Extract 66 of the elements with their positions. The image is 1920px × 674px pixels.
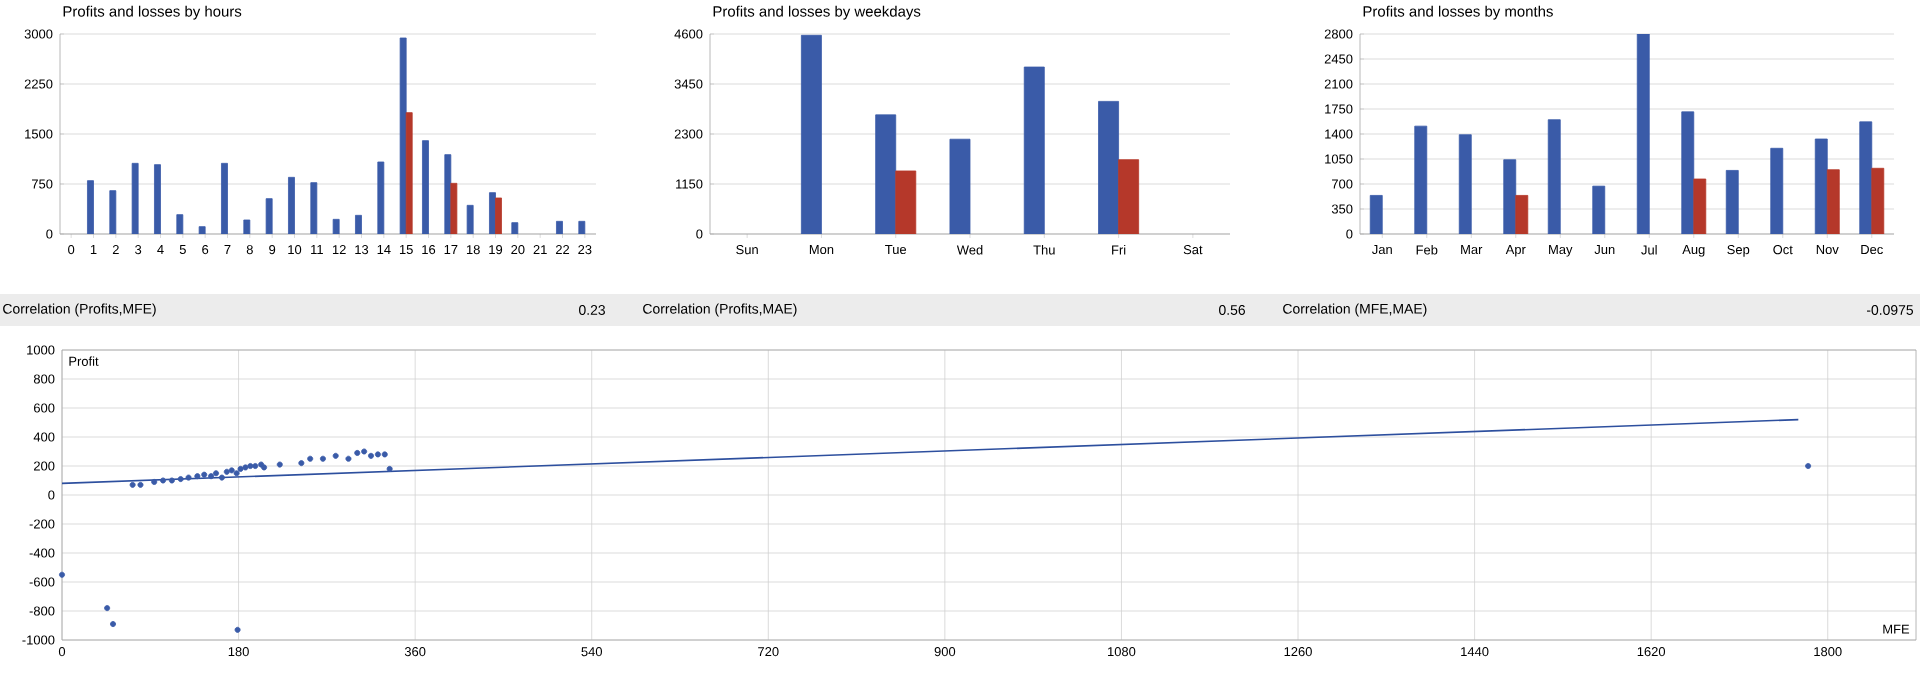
point: [168, 477, 175, 484]
point: [110, 621, 116, 628]
bar: [265, 198, 273, 234]
bar: [1118, 159, 1140, 234]
point: [194, 473, 201, 480]
point: [151, 478, 158, 485]
bar: [800, 34, 822, 234]
point: [276, 461, 283, 468]
bar: [578, 220, 586, 234]
bar: [444, 154, 452, 234]
point: [223, 468, 230, 475]
bar: [131, 162, 139, 234]
bar: [1023, 66, 1045, 234]
point: [374, 451, 381, 458]
point: [307, 455, 314, 462]
point: [386, 465, 393, 472]
point: [298, 460, 305, 467]
bar: [109, 190, 117, 234]
bar: [310, 182, 318, 234]
bar: [466, 204, 474, 234]
bar: [377, 161, 385, 234]
bar: [221, 162, 228, 234]
bar: [895, 170, 917, 234]
bar: [332, 218, 340, 234]
point: [354, 449, 361, 456]
bar: [198, 226, 206, 234]
bar: [355, 214, 362, 234]
point: [252, 463, 259, 469]
point: [137, 481, 144, 488]
bar: [176, 214, 184, 234]
point: [59, 571, 65, 578]
point: [104, 605, 111, 612]
bar: [243, 219, 251, 234]
bar: [422, 140, 429, 234]
point: [1805, 463, 1812, 469]
bar: [556, 220, 563, 234]
point: [213, 470, 219, 477]
bar: [1098, 100, 1119, 234]
bar: [875, 114, 897, 234]
bar: [949, 138, 971, 234]
point: [237, 465, 244, 472]
point: [129, 481, 136, 488]
point: [332, 452, 339, 459]
point: [233, 470, 240, 477]
point: [242, 464, 249, 471]
point: [247, 463, 254, 469]
point: [185, 474, 192, 481]
point: [361, 448, 368, 455]
point: [261, 464, 268, 471]
point: [201, 471, 208, 478]
point: [208, 473, 215, 480]
point: [177, 476, 184, 483]
point: [218, 474, 225, 481]
bar: [511, 222, 519, 234]
point: [160, 477, 167, 484]
point: [228, 467, 235, 474]
point: [319, 455, 326, 462]
bar: [288, 176, 295, 234]
point: [345, 455, 352, 462]
bar: [399, 37, 407, 234]
point: [234, 626, 241, 633]
bar: [154, 164, 161, 234]
bar: [87, 180, 94, 234]
point: [381, 451, 388, 458]
point: [258, 461, 265, 468]
point: [368, 452, 374, 459]
